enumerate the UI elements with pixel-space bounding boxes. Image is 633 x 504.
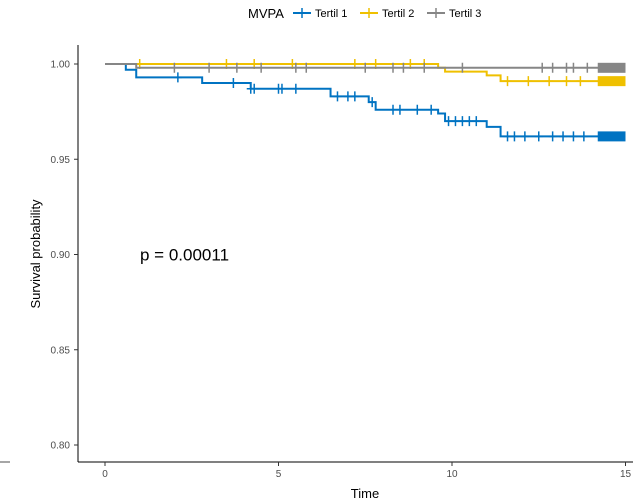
censor-mark [343, 91, 352, 102]
censor-mark [389, 104, 398, 115]
censor-mark [548, 131, 557, 142]
censor-mark [472, 116, 481, 127]
censor-mark [548, 62, 557, 73]
x-tick-label: 15 [620, 469, 632, 480]
censor-mark [583, 62, 592, 73]
censor-mark [277, 83, 286, 94]
censor-band [597, 62, 626, 73]
survival-curve [105, 63, 626, 69]
censor-mark [205, 62, 214, 73]
censor-mark [413, 104, 422, 115]
censor-mark [173, 72, 182, 83]
censor-mark [350, 91, 359, 102]
censor-mark [524, 76, 533, 87]
censor-mark [395, 104, 404, 115]
censor-mark [291, 62, 300, 73]
censor-mark [291, 83, 300, 94]
censor-mark [503, 131, 512, 142]
legend: MVPA Tertil 1 Tertil 2 Tertil 3 [248, 6, 481, 21]
censor-band [597, 131, 626, 142]
censor-mark [451, 116, 460, 127]
censor-mark [368, 97, 377, 108]
legend-label: Tertil 1 [315, 8, 347, 20]
series-1 [105, 63, 626, 142]
censor-mark [257, 62, 266, 73]
censor-mark [562, 62, 571, 73]
y-tick-label: 0.90 [51, 250, 71, 261]
censor-mark [510, 131, 519, 142]
censor-mark [399, 62, 408, 73]
censor-mark [420, 62, 429, 73]
censor-mark [579, 131, 588, 142]
y-tick-label: 0.95 [51, 155, 71, 166]
censor-mark [170, 62, 179, 73]
x-tick-label: 0 [102, 469, 108, 480]
legend-cross [432, 8, 440, 18]
censor-mark [545, 76, 554, 87]
legend-key-1: Tertil 1 [293, 8, 347, 20]
censor-mark [576, 76, 585, 87]
censor-mark [569, 62, 578, 73]
x-axis-title: Time [351, 486, 379, 501]
censor-mark [250, 83, 259, 94]
survival-curve [105, 63, 626, 138]
censor-mark [229, 78, 238, 89]
legend-key-2: Tertil 2 [360, 8, 414, 20]
censor-mark [302, 62, 311, 73]
censor-mark [534, 131, 543, 142]
legend-cross [298, 8, 306, 18]
censor-mark [503, 76, 512, 87]
censor-mark [427, 104, 436, 115]
censor-mark [458, 62, 467, 73]
y-tick-label: 0.85 [51, 345, 71, 356]
censor-mark [538, 62, 547, 73]
series-3 [105, 62, 626, 73]
x-tick-label: 5 [276, 469, 282, 480]
y-tick-label: 1.00 [51, 60, 71, 71]
legend-title: MVPA [248, 6, 284, 21]
censor-mark [361, 62, 370, 73]
censor-mark [465, 116, 474, 127]
censor-mark [232, 62, 241, 73]
censor-mark [444, 116, 453, 127]
legend-key-3: Tertil 3 [427, 8, 481, 20]
p-value-annotation: p = 0.00011 [140, 246, 229, 265]
censor-mark [559, 131, 568, 142]
legend-label: Tertil 2 [382, 8, 414, 20]
x-tick-label: 10 [446, 469, 458, 480]
censor-mark [569, 131, 578, 142]
censor-mark [389, 62, 398, 73]
y-axis-title: Survival probability [28, 199, 43, 309]
censor-mark [458, 116, 467, 127]
legend-label: Tertil 3 [449, 8, 481, 20]
y-tick-label: 0.80 [51, 441, 71, 452]
censor-mark [520, 131, 529, 142]
censor-band [597, 76, 626, 87]
censor-mark [562, 76, 571, 87]
legend-cross [365, 8, 373, 18]
censor-mark [333, 91, 342, 102]
